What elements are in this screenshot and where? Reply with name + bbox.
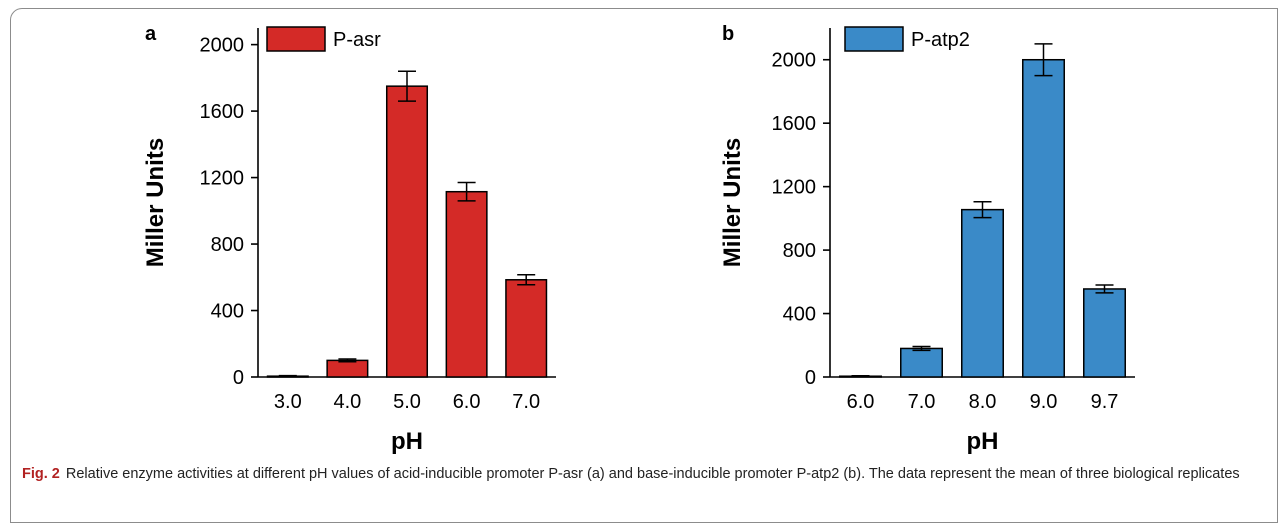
x-tick-label: 6.0 (453, 391, 481, 413)
x-tick-label: 5.0 (393, 391, 421, 413)
x-tick-label: 6.0 (847, 391, 875, 413)
legend-swatch (844, 26, 904, 52)
x-axis-title: pH (391, 428, 423, 455)
y-tick-label: 1200 (772, 177, 817, 199)
x-tick-label: 9.0 (1030, 391, 1058, 413)
x-tick-label: 7.0 (512, 391, 540, 413)
y-tick-label: 2000 (772, 50, 817, 72)
y-tick-label: 400 (783, 304, 816, 326)
bar (1022, 58, 1065, 378)
x-tick-label: 7.0 (908, 391, 936, 413)
chart-panel-a: a 0 400 800 1200 1600 2000 3.0 4.0 5.0 6.0 7.0 pH Mil… (142, 23, 556, 455)
bar (900, 347, 943, 378)
bar (445, 190, 488, 378)
figure-caption: Fig. 2 Relative enzyme activities at diff… (22, 464, 1262, 485)
y-tick-label: 1600 (200, 101, 245, 123)
chart-panel-b: b 0 400 800 1200 1600 2000 6.0 7.0 8.0 9.0 9.7 pH Mil… (719, 23, 1135, 455)
y-axis-title: Miller Units (719, 138, 746, 267)
figure-label: Fig. 2 (22, 466, 60, 482)
figure-frame (10, 8, 1278, 523)
bar (326, 359, 369, 378)
bar (1083, 288, 1126, 378)
y-axis-title: Miller Units (142, 138, 169, 267)
caption-text: Relative enzyme activities at different … (65, 466, 1240, 482)
bar (961, 208, 1004, 378)
panel-letter: b (722, 23, 734, 45)
y-tick-label: 800 (211, 234, 244, 256)
x-tick-label: 3.0 (274, 391, 302, 413)
bar (385, 85, 429, 378)
y-tick-label: 2000 (200, 35, 245, 57)
y-tick-label: 800 (783, 240, 816, 262)
x-tick-label: 9.7 (1091, 391, 1119, 413)
legend-swatch (266, 26, 326, 52)
y-tick-label: 1600 (772, 113, 817, 135)
y-tick-label: 400 (211, 301, 244, 323)
y-tick-label: 0 (233, 367, 244, 389)
y-tick-label: 0 (805, 367, 816, 389)
legend-label: P-atp2 (911, 29, 970, 51)
bar (505, 279, 548, 378)
panel-letter: a (145, 23, 157, 45)
x-tick-label: 4.0 (333, 391, 361, 413)
y-tick-label: 1200 (200, 168, 245, 190)
x-axis-title: pH (967, 428, 999, 455)
legend-label: P-asr (333, 29, 381, 51)
x-tick-label: 8.0 (969, 391, 997, 413)
